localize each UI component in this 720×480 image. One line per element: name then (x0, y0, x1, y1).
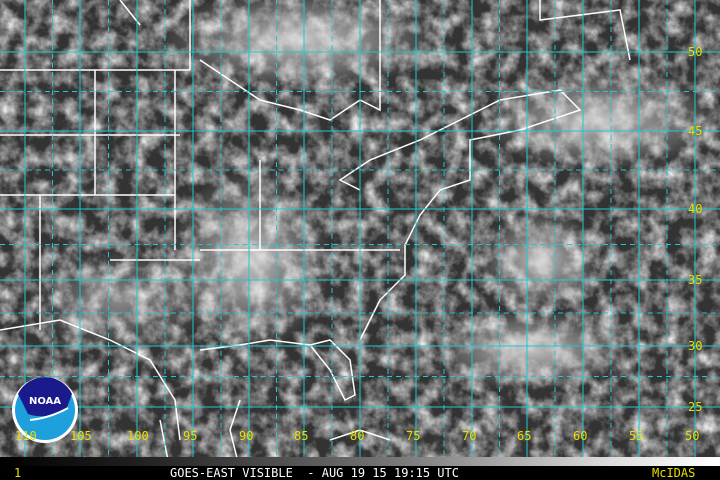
noaa-logo: NOAA (12, 377, 78, 443)
lat-lon-grid (0, 0, 720, 466)
longitude-label: 100 (127, 429, 149, 443)
mcidas-label: McIDAS (652, 466, 696, 480)
image-title: GOES-EAST VISIBLE - AUG 19 15 19:15 UTC (170, 466, 459, 480)
brightness-scale-bar (0, 457, 720, 466)
frame-number: 1 (14, 466, 22, 480)
longitude-label: 55 (629, 429, 644, 443)
svg-text:NOAA: NOAA (29, 396, 61, 407)
longitude-label: 95 (183, 429, 198, 443)
latitude-label: 40 (688, 202, 703, 216)
longitude-label: 75 (406, 429, 421, 443)
longitude-label: 90 (239, 429, 254, 443)
longitude-label: 60 (573, 429, 588, 443)
longitude-label: 110 (15, 429, 37, 443)
longitude-label: 70 (462, 429, 477, 443)
latitude-label: 35 (688, 273, 703, 287)
longitude-label: 80 (350, 429, 365, 443)
longitude-label: 65 (517, 429, 532, 443)
longitude-label: 85 (294, 429, 309, 443)
footer-strip: 1 GOES-EAST VISIBLE - AUG 19 15 19:15 UT… (0, 466, 720, 480)
cloud-masses (30, 0, 720, 390)
longitude-label: 50 (685, 429, 700, 443)
latitude-label: 25 (688, 400, 703, 414)
latitude-label: 30 (688, 339, 703, 353)
latitude-label: 45 (688, 124, 703, 138)
latitude-label: 50 (688, 45, 703, 59)
longitude-label: 105 (70, 429, 92, 443)
